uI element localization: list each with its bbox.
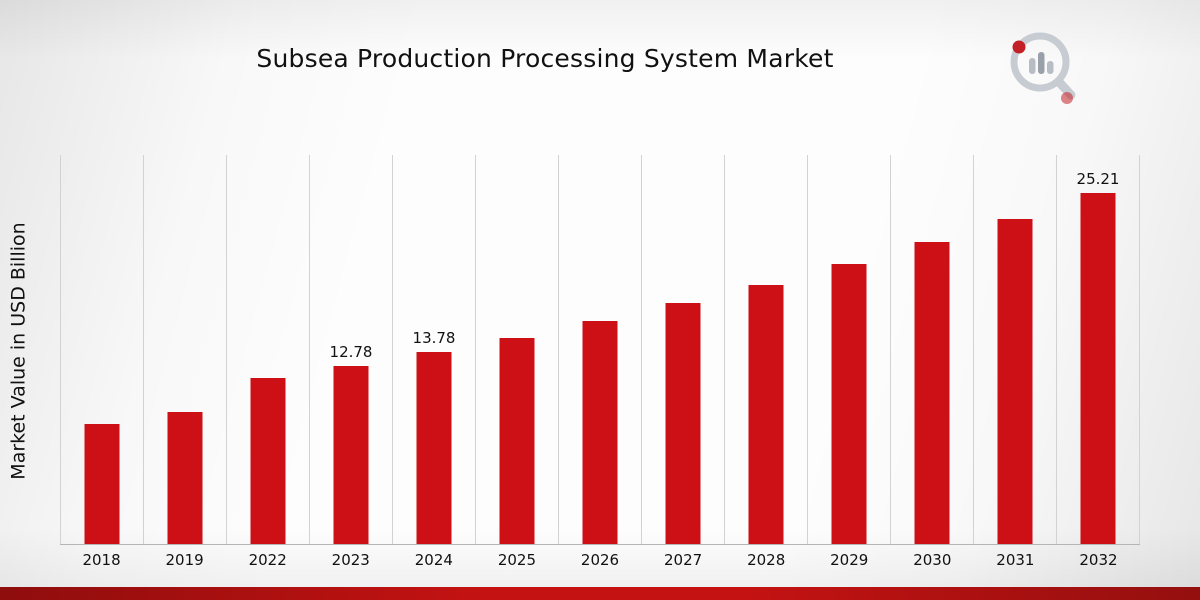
x-tick-2024: 2024 (414, 551, 453, 569)
bar-2032 (1080, 193, 1116, 544)
bar-2025 (499, 338, 535, 544)
bar-2024 (416, 352, 452, 544)
x-tick-2032: 2032 (1079, 551, 1118, 569)
x-tick-2023: 2023 (331, 551, 370, 569)
y-axis-label: Market Value in USD Billion (7, 222, 30, 480)
x-tick-2030: 2030 (913, 551, 952, 569)
bar-2029 (831, 264, 867, 544)
x-tick-2019: 2019 (165, 551, 204, 569)
logo-red-dot (1012, 40, 1026, 54)
bar-value-label-2023: 12.78 (329, 343, 373, 361)
bar-2030 (914, 242, 950, 544)
bar-2022 (250, 378, 286, 544)
x-tick-2022: 2022 (248, 551, 287, 569)
bar-2018 (84, 424, 120, 544)
chart-title: Subsea Production Processing System Mark… (256, 44, 834, 73)
bar-column-2023: 12.78 (309, 155, 392, 544)
plot-area: 12.78 13.78 25.21 (60, 155, 1140, 545)
x-tick-2027: 2027 (663, 551, 703, 569)
x-tick-2026: 2026 (580, 551, 620, 569)
footer-stripe (0, 587, 1200, 600)
bar-column-2031 (973, 155, 1056, 544)
bar-column-2018 (60, 155, 143, 544)
bar-column-2029 (807, 155, 890, 544)
bar-2023 (333, 366, 369, 544)
x-tick-2028: 2028 (747, 551, 786, 569)
bar-column-2025 (475, 155, 558, 544)
bar-column-2027 (641, 155, 724, 544)
logo-bar-1 (1029, 58, 1036, 74)
bar-2031 (997, 219, 1033, 544)
bar-value-label-2032: 25.21 (1076, 170, 1120, 188)
bar-value-label-2024: 13.78 (412, 329, 456, 347)
bar-column-2026 (558, 155, 641, 544)
bar-2019 (167, 412, 203, 544)
x-tick-2031: 2031 (996, 551, 1035, 569)
bar-column-2024: 13.78 (392, 155, 475, 544)
brand-logo (1010, 32, 1076, 104)
logo-bar-3 (1047, 61, 1054, 74)
logo-red-accent (1061, 92, 1073, 104)
bar-column-2030 (890, 155, 973, 544)
bar-column-2022 (226, 155, 309, 544)
bar-2027 (665, 303, 701, 544)
x-tick-2029: 2029 (830, 551, 869, 569)
x-tick-2025: 2025 (497, 551, 537, 569)
bar-column-2019 (143, 155, 226, 544)
bar-2026 (582, 321, 618, 544)
logo-bar-2 (1038, 52, 1045, 74)
x-axis-ticks: 2018 2019 2022 2023 2024 2025 2026 2027 2028 2029… (60, 551, 1140, 569)
x-tick-2018: 2018 (82, 551, 121, 569)
bar-column-2028 (724, 155, 807, 544)
bar-column-2032: 25.21 (1056, 155, 1140, 544)
bar-2028 (748, 285, 784, 544)
logo-ring (1010, 32, 1070, 92)
